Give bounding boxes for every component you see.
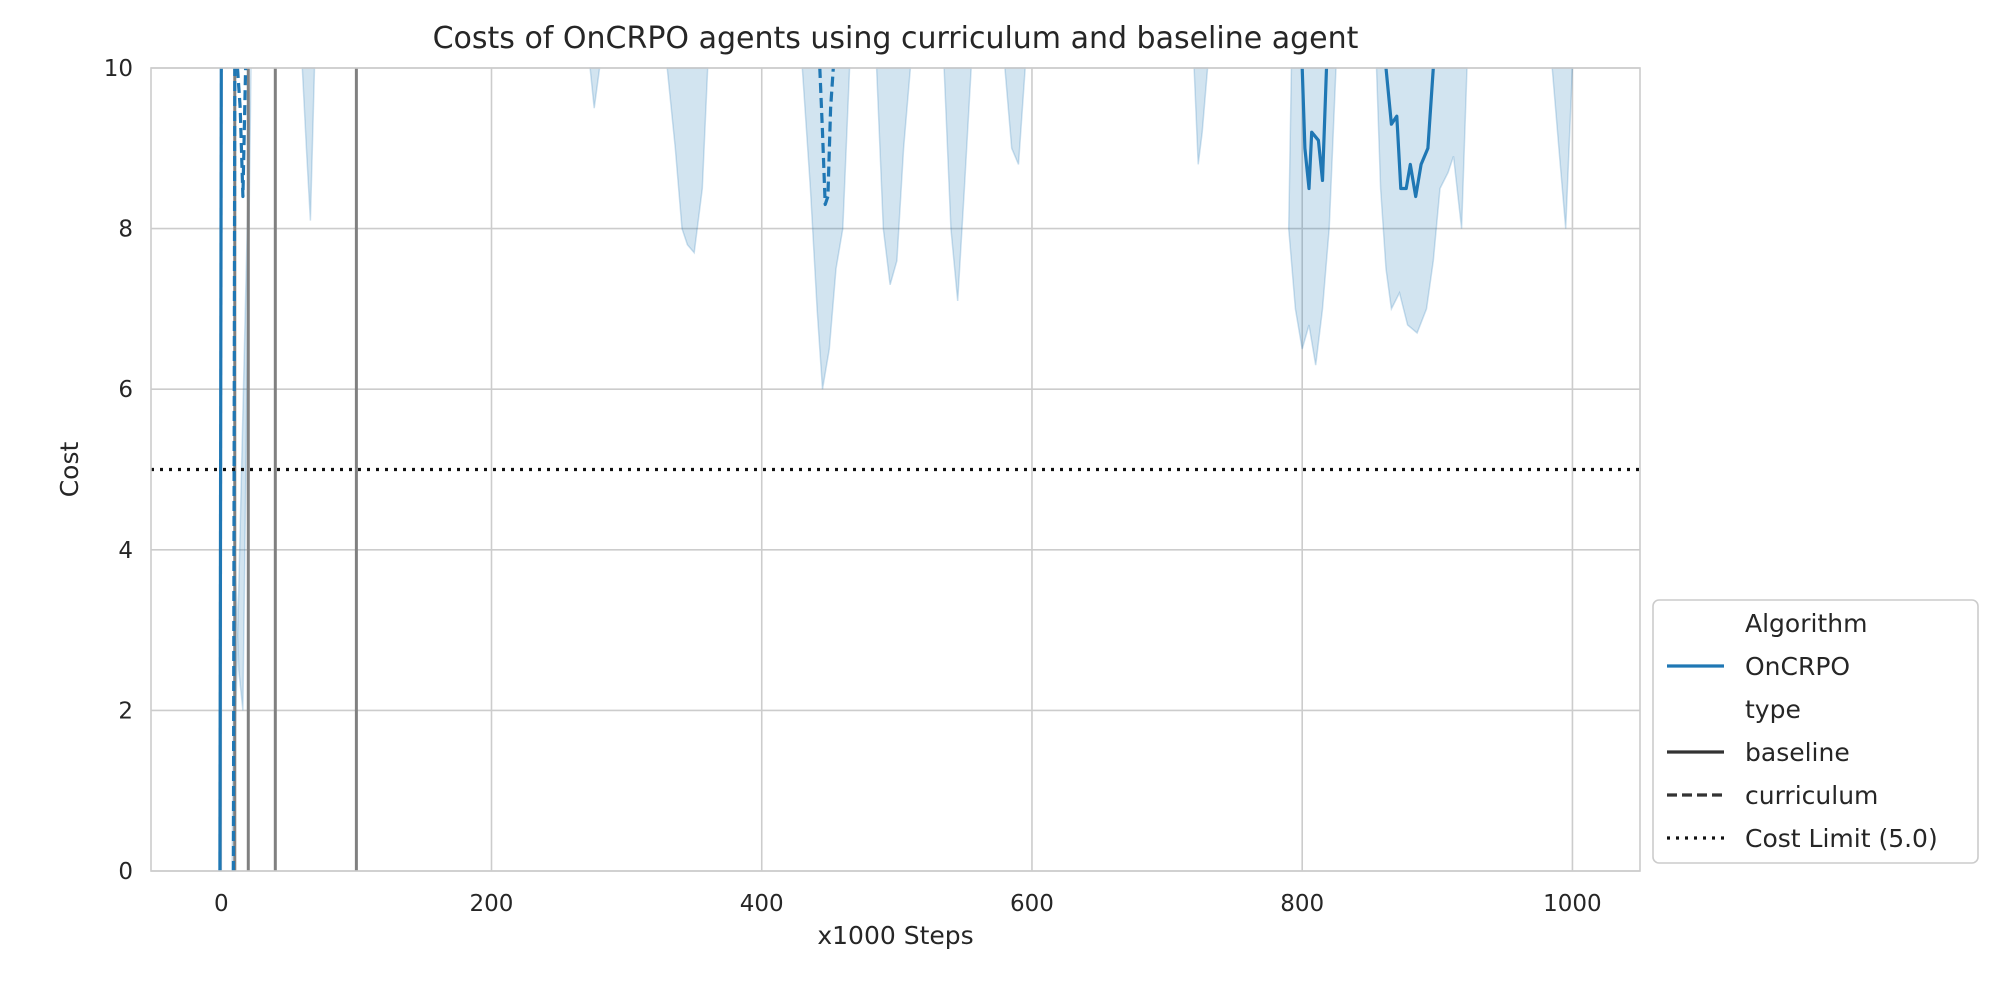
confidence-band [1551, 67, 1574, 229]
x-axis-title: x1000 Steps [817, 921, 973, 950]
legend: Algorithm OnCRPO type baseline curriculum Cos… [1652, 599, 1979, 864]
y-tick-label: 4 [118, 538, 133, 564]
series-line-curriculum [231, 67, 237, 872]
confidence-band [589, 67, 601, 109]
legend-entry: Algorithm [1745, 609, 1867, 638]
plot-frame [150, 67, 1641, 872]
y-tick-label: 6 [118, 377, 133, 403]
x-tick-label: 600 [1010, 891, 1054, 917]
confidence-band [943, 67, 972, 301]
legend-entry: curriculum [1745, 781, 1878, 810]
series-lines [218, 67, 1435, 872]
confidence-band [1193, 67, 1209, 165]
y-tick-label: 0 [118, 859, 133, 885]
confidence-band [1004, 67, 1027, 165]
x-tick-label: 1000 [1543, 891, 1602, 917]
x-tick-label: 200 [470, 891, 514, 917]
confidence-band [801, 67, 851, 390]
x-tick-label: 800 [1280, 891, 1324, 917]
legend-entry: baseline [1745, 738, 1850, 767]
series-line-baseline [218, 67, 223, 872]
series-line-curriculum [235, 67, 248, 199]
y-tick-label: 10 [104, 56, 133, 82]
confidence-band [1287, 67, 1337, 366]
confidence-band [666, 67, 709, 255]
legend-entry: type [1745, 695, 1801, 724]
legend-entry: OnCRPO [1745, 652, 1850, 681]
legend-entry: Cost Limit (5.0) [1745, 824, 1938, 853]
series-line-curriculum [818, 67, 835, 207]
chart-title: Costs of OnCRPO agents using curriculum … [433, 21, 1359, 56]
y-axis-title: Cost [55, 442, 84, 498]
series-line-baseline [1384, 67, 1435, 199]
y-tick-label: 2 [118, 698, 133, 724]
confidence-band [875, 67, 912, 286]
tick-labels: 0 200 400 600 800 1000 0 2 4 6 8 10 [104, 56, 1602, 917]
x-tick-label: 0 [214, 891, 229, 917]
y-tick-label: 8 [118, 217, 133, 243]
legend-box [1652, 599, 1979, 864]
confidence-band [301, 67, 316, 221]
x-tick-label: 400 [740, 891, 784, 917]
series-line-baseline [1300, 67, 1329, 191]
